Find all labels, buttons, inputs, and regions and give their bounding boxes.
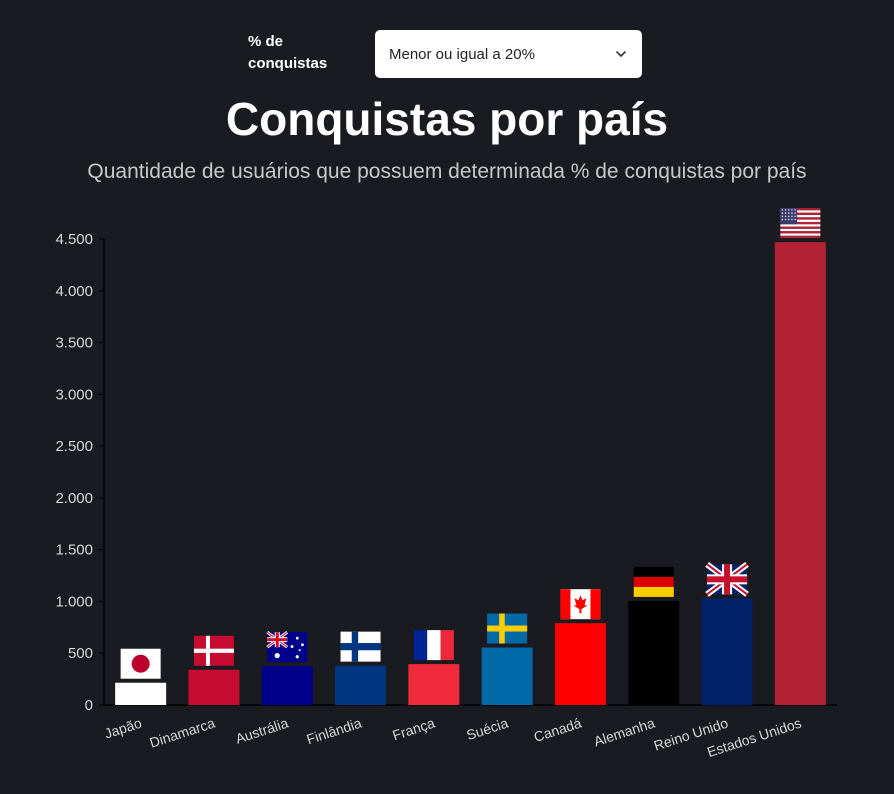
bar-estados-unidos[interactable] [774,242,826,705]
united-kingdom-flag-icon [705,561,749,597]
y-tick-label: 1.000 [55,593,93,610]
y-tick-label: 2.500 [55,438,93,455]
x-category-label: Dinamarca [148,715,218,751]
bar-finlândia[interactable] [335,665,387,705]
y-tick-label: 500 [68,645,93,662]
canada-flag-icon [560,589,601,620]
y-tick-label: 4.500 [55,231,93,248]
chart-subtitle: Quantidade de usuários que possuem deter… [87,160,807,183]
y-tick-label: 3.500 [55,335,93,352]
achievement-percent-select[interactable]: Menor ou igual a 20% [375,30,642,78]
x-category-label: Canadá [532,715,584,745]
bar-suécia[interactable] [481,647,533,705]
x-category-label: Austrália [233,715,290,747]
bar-canadá[interactable] [554,623,606,705]
x-category-label: França [390,715,437,744]
bar-reino-unido[interactable] [701,598,753,705]
x-category-label: Japão [102,715,143,742]
y-tick-label: 1.500 [55,542,93,559]
bar-austrália[interactable] [261,666,313,705]
sweden-flag-icon [487,613,528,644]
y-tick-label: 3.000 [55,386,93,403]
united-states-flag-icon [780,208,821,239]
y-tick-label: 2.000 [55,490,93,507]
australia-flag-icon [266,630,308,663]
bar-dinamarca[interactable] [188,669,240,705]
finland-flag-icon [340,631,381,662]
chevron-down-icon [616,51,626,57]
filter-label: % de conquistas [248,33,328,72]
germany-flag-icon [633,566,674,597]
france-flag-icon [413,630,454,661]
denmark-flag-icon [193,635,234,666]
x-category-label: Finlândia [304,715,363,748]
chart-title: Conquistas por país [225,93,669,145]
bar-alemanha[interactable] [628,600,680,705]
bar-frança[interactable] [408,664,460,705]
y-tick-label: 4.000 [55,283,93,300]
x-category-label: Suécia [464,715,510,744]
japan-flag-icon [120,648,161,679]
y-tick-label: 0 [85,697,93,714]
select-value: Menor ou igual a 20% [389,45,535,63]
x-category-label: Alemanha [592,715,657,750]
bar-japão[interactable] [115,682,167,705]
